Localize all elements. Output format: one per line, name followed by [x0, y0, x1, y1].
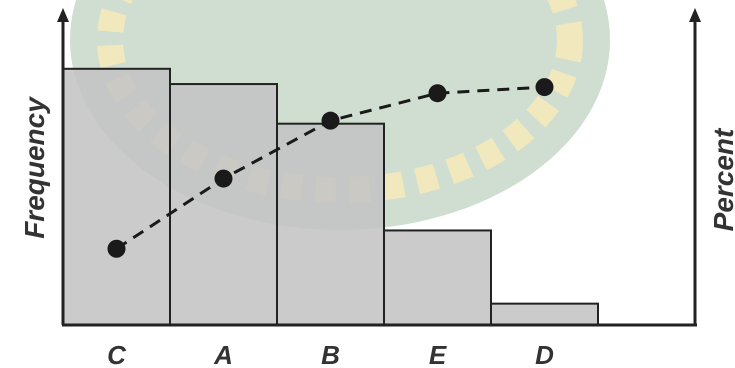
y-axis-label: Frequency [19, 96, 50, 239]
cumulative-point [429, 84, 447, 102]
bar [384, 230, 491, 325]
cumulative-point [108, 240, 126, 258]
cumulative-point [215, 170, 233, 188]
y-axis-arrow [57, 8, 69, 22]
x-tick-label: C [107, 340, 127, 368]
x-tick-label: B [321, 340, 340, 368]
y2-axis-arrow [689, 8, 701, 22]
cumulative-point [536, 78, 554, 96]
x-tick-label: D [535, 340, 554, 368]
cumulative-point [322, 112, 340, 130]
bar [63, 69, 170, 325]
chart: Frequency Percent C A B E D [0, 0, 735, 368]
x-tick-label: E [429, 340, 447, 368]
bar [277, 124, 384, 325]
bar [491, 304, 598, 325]
x-tick-label: A [213, 340, 233, 368]
y2-axis-label: Percent [708, 127, 735, 231]
